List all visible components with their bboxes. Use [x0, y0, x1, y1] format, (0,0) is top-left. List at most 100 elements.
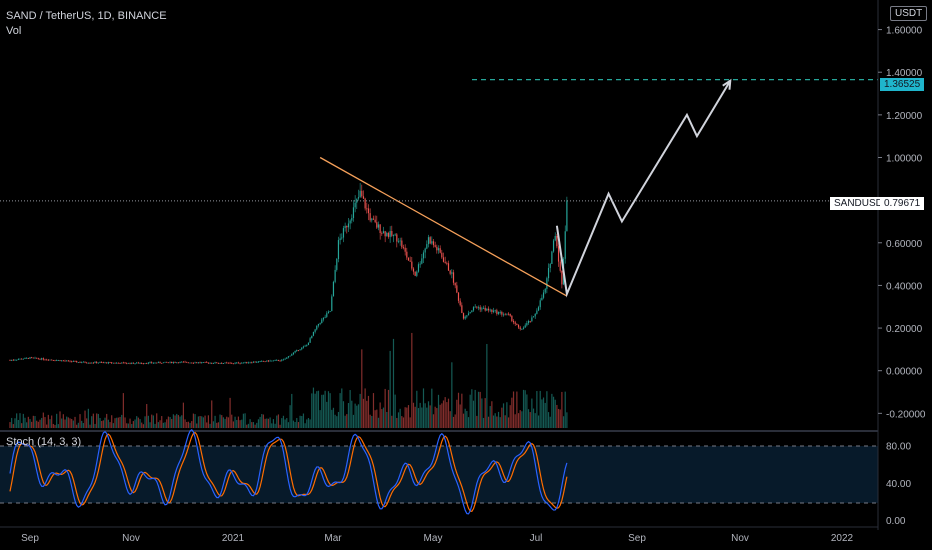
- candle-body: [137, 362, 139, 364]
- volume-bar: [131, 424, 133, 428]
- volume-bar: [421, 407, 423, 428]
- candle-body: [167, 362, 169, 364]
- candle-body: [476, 306, 478, 308]
- candle-body: [536, 310, 538, 314]
- candle-body: [212, 363, 215, 365]
- volume-bar: [359, 393, 361, 428]
- candle-body: [104, 362, 106, 364]
- time-axis[interactable]: Sep Nov 2021 Mar May Jul Sep Nov 2022: [21, 533, 853, 544]
- volume-bar: [16, 413, 18, 428]
- stoch-label[interactable]: Stoch (14, 3, 3): [6, 436, 82, 448]
- volume-bar: [94, 423, 96, 428]
- candle-body: [251, 362, 253, 364]
- candle-body: [232, 363, 235, 365]
- candle-body: [172, 362, 174, 364]
- candle-body: [264, 361, 266, 363]
- volume-bar: [371, 416, 373, 428]
- stoch-d-line: [9, 431, 568, 512]
- candle-body: [274, 360, 276, 361]
- candle-body: [242, 362, 245, 364]
- volume-bar: [36, 420, 38, 428]
- volume-bar: [504, 415, 506, 428]
- volume-bar: [99, 417, 101, 428]
- volume-bar: [441, 403, 443, 428]
- candle-body: [74, 361, 76, 362]
- volume-bar: [156, 413, 158, 428]
- symbol-title[interactable]: SAND / TetherUS, 1D, BINANCE: [6, 10, 167, 22]
- candle-body: [382, 231, 385, 234]
- volume-bar: [404, 407, 406, 428]
- candle-body: [146, 363, 148, 365]
- candle-body: [259, 361, 261, 362]
- volume-bar: [386, 411, 388, 428]
- trendline[interactable]: [319, 156, 568, 297]
- candle-body: [459, 300, 461, 306]
- candle-body: [427, 237, 430, 245]
- candle-body: [147, 362, 149, 364]
- volume-bar: [476, 415, 478, 428]
- volume-bar: [344, 415, 346, 428]
- candle-body: [404, 247, 406, 252]
- volume-bar: [436, 408, 438, 428]
- candle-body: [269, 360, 271, 362]
- candle-body: [444, 261, 446, 263]
- candle-body: [266, 360, 268, 362]
- volume-bar: [342, 401, 345, 428]
- volume-bar: [387, 389, 390, 428]
- volume-bar: [39, 419, 41, 428]
- candle-body: [71, 361, 73, 363]
- price-tick-label: 0.20000: [886, 324, 923, 335]
- candle-body: [509, 314, 511, 316]
- volume-bar: [534, 413, 536, 428]
- volume-bar: [492, 415, 495, 428]
- candle-body: [314, 329, 316, 332]
- candle-body: [319, 323, 321, 324]
- candle-body: [287, 356, 290, 358]
- candle-body: [389, 230, 391, 237]
- candle-body: [192, 362, 195, 364]
- stoch-scale[interactable]: 80.00 40.00 0.00: [886, 442, 911, 527]
- volume-bar: [217, 422, 220, 428]
- candle-body: [179, 361, 181, 363]
- volume-bar: [172, 414, 174, 428]
- candle-body: [292, 352, 295, 355]
- volume-bar: [419, 402, 421, 428]
- volume-bar: [89, 424, 91, 428]
- candle-body: [281, 359, 283, 361]
- volume-bar: [232, 421, 235, 428]
- volume-bar: [546, 391, 548, 428]
- candle-body: [506, 313, 508, 315]
- candle-body: [84, 361, 86, 363]
- volume-bar: [37, 421, 39, 428]
- volume-bar: [541, 399, 543, 428]
- candle-body: [249, 362, 251, 364]
- volume-bar: [252, 422, 255, 428]
- volume-bar: [451, 362, 453, 428]
- candle-body: [111, 362, 113, 364]
- candle-body: [554, 235, 556, 241]
- volume-bar: [491, 401, 493, 428]
- candle-body: [39, 358, 41, 360]
- currency-badge[interactable]: USDT: [890, 6, 928, 21]
- volume-label[interactable]: Vol: [6, 25, 22, 37]
- volume-bar: [111, 415, 113, 428]
- projection-path[interactable]: [555, 80, 732, 298]
- volume-bar: [141, 422, 143, 428]
- candle-body: [132, 362, 134, 364]
- volume-bar: [224, 418, 226, 428]
- volume-bar: [166, 419, 168, 428]
- volume-bar: [122, 393, 124, 428]
- volume-bar: [362, 398, 365, 428]
- volume-bar: [327, 391, 330, 428]
- volume-bar: [431, 388, 433, 428]
- candle-body: [327, 311, 330, 314]
- candle-body: [502, 314, 505, 316]
- candle-body: [189, 362, 191, 364]
- volume-bar: [12, 424, 14, 428]
- candle-body: [129, 362, 131, 364]
- candle-body: [424, 248, 426, 253]
- candle-body: [162, 362, 164, 364]
- candle-body: [359, 190, 361, 198]
- volume-bar: [117, 417, 119, 428]
